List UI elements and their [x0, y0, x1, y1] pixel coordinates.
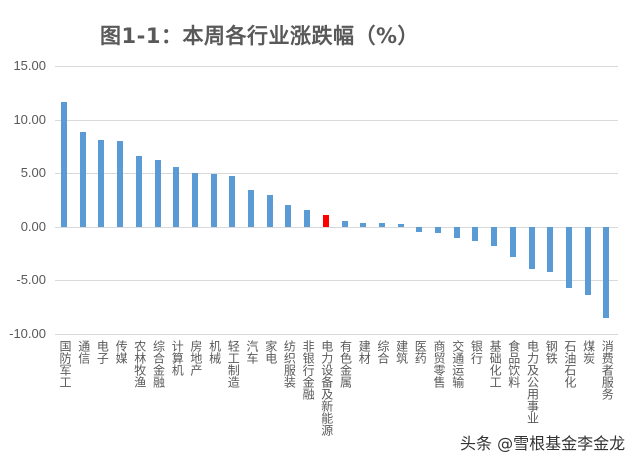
bar: [416, 226, 423, 233]
y-tick-label: -10.00: [9, 326, 46, 341]
bar: [210, 174, 217, 227]
x-tick-label: 非银行金融: [301, 340, 316, 400]
y-tick-label: -5.00: [16, 272, 46, 288]
x-tick-label: 纺织服装: [282, 340, 297, 388]
x-tick-label: 家电: [263, 340, 278, 364]
x-tick-label: 计算机: [170, 340, 185, 376]
x-tick-label: 电力设备及新能源: [319, 340, 334, 436]
bar: [341, 221, 348, 227]
x-tick-label: 石油石化: [562, 340, 577, 388]
x-tick-label: 医药: [413, 340, 428, 364]
x-tick-label: 综合金融: [151, 340, 166, 388]
x-tick-label: 房地产: [188, 340, 203, 376]
bar: [61, 102, 67, 227]
bar: [173, 166, 180, 227]
bar: [191, 173, 198, 227]
x-tick-label: 汽车: [245, 340, 259, 364]
bar: [528, 226, 535, 269]
bar: [285, 205, 292, 227]
x-tick-label: 银行: [469, 340, 484, 364]
chart-title: 图1-1：本周各行业涨跌幅（%）: [100, 24, 419, 48]
bar: [229, 176, 236, 227]
bar: [435, 226, 441, 234]
bar: [491, 226, 498, 247]
x-tick-label: 钢铁: [544, 340, 559, 364]
x-tick-label: 有色金属: [338, 340, 353, 388]
gridline: [55, 334, 618, 335]
bar: [266, 194, 273, 227]
y-tick-label: 5.00: [20, 165, 46, 181]
x-tick-label: 煤炭: [581, 340, 596, 364]
x-tick-label: 基础化工: [488, 340, 503, 388]
x-tick-label: 交通运输: [450, 340, 465, 388]
x-tick-label: 机械: [207, 340, 222, 364]
x-tick-label: 电力及公用事业: [525, 340, 540, 424]
bar: [509, 226, 516, 257]
x-tick-label: 建材: [357, 340, 372, 364]
bar: [79, 132, 86, 227]
x-tick-label: 轻工制造: [226, 340, 241, 388]
bar: [397, 223, 404, 227]
x-tick-label: 消费者服务: [600, 340, 615, 400]
bar: [360, 222, 367, 227]
x-tick-label: 食品饮料: [506, 340, 521, 388]
y-tick-label: 15.00: [13, 58, 46, 73]
x-tick-label: 电子: [95, 340, 110, 364]
bar: [565, 226, 572, 288]
y-tick-label: 0.00: [20, 218, 46, 234]
x-tick-label: 农林牧渔: [132, 340, 147, 388]
bar: [322, 215, 329, 227]
y-tick-label: 10.00: [13, 111, 46, 127]
bar: [98, 139, 105, 227]
x-tick-label: 国防军工: [58, 340, 72, 388]
gridline: [55, 280, 618, 282]
bar: [135, 156, 142, 227]
bar: [248, 190, 254, 227]
bar: [453, 226, 460, 238]
x-tick-label: 综合: [375, 340, 390, 364]
bar: [603, 226, 610, 318]
gridline: [55, 119, 618, 121]
x-tick-label: 商贸零售: [432, 340, 446, 388]
gridline: [55, 226, 618, 228]
x-tick-label: 传媒: [114, 340, 129, 364]
bar: [378, 222, 385, 227]
gridline: [55, 66, 618, 67]
bar: [304, 209, 311, 227]
gridline: [55, 173, 618, 175]
x-tick-label: 通信: [76, 340, 91, 364]
bar: [117, 141, 124, 227]
bar: [472, 226, 479, 241]
bar: [154, 160, 161, 227]
x-tick-label: 建筑: [394, 340, 409, 364]
bar: [547, 226, 554, 272]
watermark: 头条 @雪根基金李金龙: [460, 434, 626, 453]
bar: [584, 226, 591, 296]
